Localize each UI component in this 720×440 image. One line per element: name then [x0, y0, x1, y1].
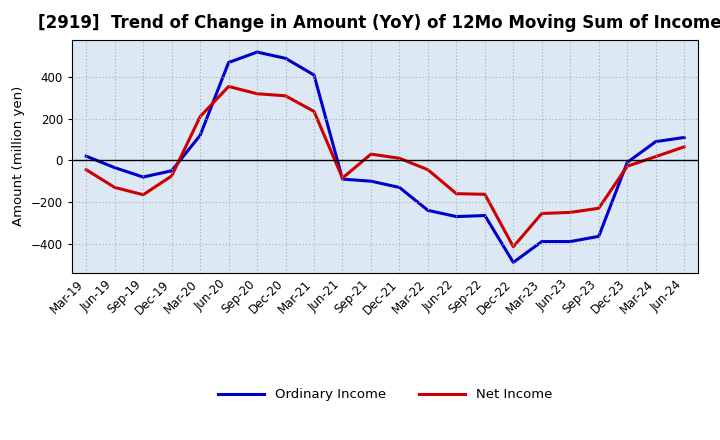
Net Income: [310, 109, 318, 114]
Ordinary Income: [225, 60, 233, 65]
Ordinary Income: [395, 185, 404, 190]
Ordinary Income: [366, 179, 375, 184]
Ordinary Income: [595, 234, 603, 239]
Ordinary Income: [253, 49, 261, 55]
Net Income: [139, 192, 148, 198]
Net Income: [225, 84, 233, 89]
Ordinary Income: [139, 174, 148, 180]
Ordinary Income: [680, 135, 688, 140]
Net Income: [480, 192, 489, 197]
Ordinary Income: [537, 239, 546, 244]
Net Income: [282, 93, 290, 99]
Ordinary Income: [167, 168, 176, 173]
Net Income: [595, 205, 603, 211]
Ordinary Income: [310, 72, 318, 77]
Net Income: [338, 176, 347, 181]
Ordinary Income: [423, 208, 432, 213]
Y-axis label: Amount (million yen): Amount (million yen): [12, 86, 25, 226]
Ordinary Income: [509, 260, 518, 265]
Net Income: [623, 164, 631, 169]
Ordinary Income: [623, 160, 631, 165]
Ordinary Income: [566, 239, 575, 244]
Legend: Ordinary Income, Net Income: Ordinary Income, Net Income: [218, 389, 552, 401]
Net Income: [366, 151, 375, 157]
Net Income: [395, 156, 404, 161]
Title: [2919]  Trend of Change in Amount (YoY) of 12Mo Moving Sum of Incomes: [2919] Trend of Change in Amount (YoY) o…: [38, 15, 720, 33]
Net Income: [652, 154, 660, 159]
Net Income: [196, 114, 204, 119]
Line: Ordinary Income: Ordinary Income: [86, 52, 684, 262]
Net Income: [82, 167, 91, 172]
Net Income: [537, 211, 546, 216]
Ordinary Income: [480, 213, 489, 218]
Line: Net Income: Net Income: [86, 86, 684, 247]
Ordinary Income: [652, 139, 660, 144]
Ordinary Income: [196, 133, 204, 138]
Net Income: [680, 144, 688, 150]
Ordinary Income: [452, 214, 461, 219]
Net Income: [452, 191, 461, 196]
Net Income: [423, 167, 432, 172]
Net Income: [566, 210, 575, 215]
Ordinary Income: [338, 176, 347, 182]
Net Income: [110, 185, 119, 190]
Ordinary Income: [82, 154, 91, 159]
Ordinary Income: [282, 56, 290, 61]
Net Income: [509, 244, 518, 249]
Ordinary Income: [110, 165, 119, 170]
Net Income: [167, 173, 176, 179]
Net Income: [253, 91, 261, 96]
